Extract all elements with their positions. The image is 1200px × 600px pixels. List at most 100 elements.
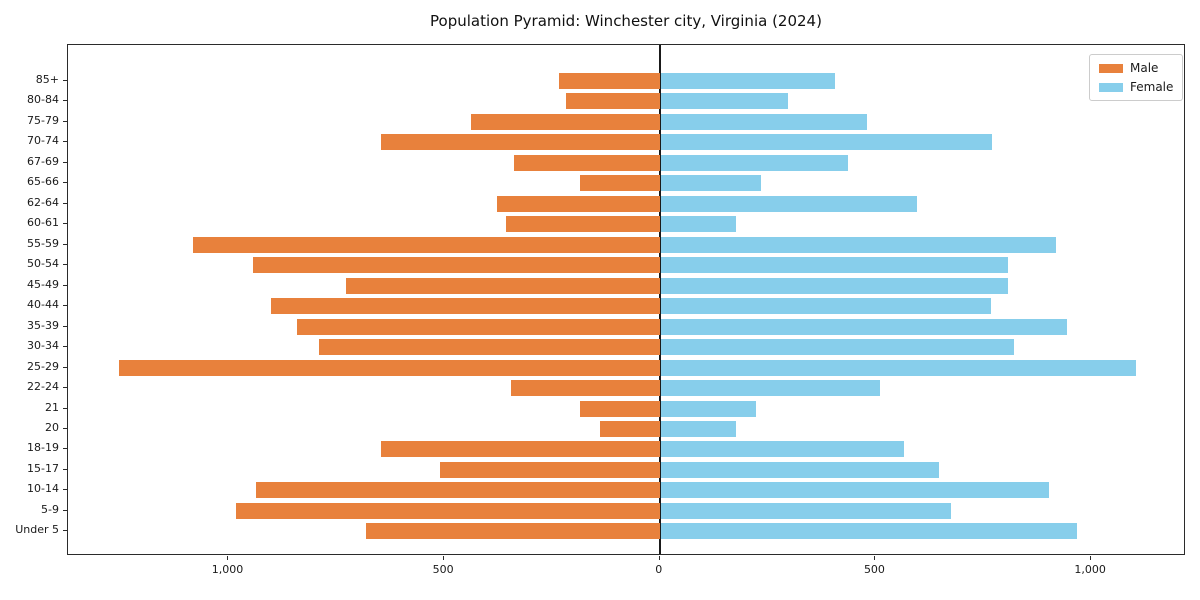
y-tick-mark-15-17 — [63, 468, 67, 470]
bar-female-20 — [660, 420, 737, 437]
bar-male-10-14 — [256, 482, 660, 499]
bar-female-40-44 — [660, 298, 992, 315]
x-tick-mark-1,000 — [227, 556, 229, 560]
bar-female-50-54 — [660, 257, 1008, 274]
bar-male-22-24 — [510, 380, 660, 397]
bar-male-67-69 — [513, 154, 660, 171]
bar-male-18-19 — [380, 441, 660, 458]
bar-male-65-66 — [579, 175, 660, 192]
bar-male-15-17 — [439, 461, 660, 478]
bar-male-5-9 — [236, 502, 660, 519]
y-tick-mark-40-44 — [63, 305, 67, 307]
y-tick-mark-5-9 — [63, 509, 67, 511]
bar-male-60-61 — [505, 216, 660, 233]
bar-female-10-14 — [660, 482, 1049, 499]
y-tick-mark-20 — [63, 427, 67, 429]
y-tick-label-65-66: 65-66 — [27, 175, 59, 189]
legend-label-male: Male — [1130, 61, 1159, 75]
y-tick-label-40-44: 40-44 — [27, 298, 59, 312]
y-tick-mark-60-61 — [63, 223, 67, 225]
y-tick-label-15-17: 15-17 — [27, 461, 59, 475]
bar-male-85+ — [558, 73, 660, 89]
y-tick-mark-Under 5 — [63, 530, 67, 532]
bar-male-40-44 — [271, 298, 660, 315]
plot-area — [67, 44, 1185, 555]
legend-label-female: Female — [1130, 80, 1174, 94]
bar-female-55-59 — [660, 236, 1057, 253]
y-tick-mark-55-59 — [63, 243, 67, 245]
y-tick-label-45-49: 45-49 — [27, 277, 59, 291]
bar-female-62-64 — [660, 195, 917, 212]
x-tick-label-500: 500 — [863, 563, 885, 576]
bar-female-25-29 — [660, 359, 1137, 376]
x-tick-mark-0 — [658, 556, 660, 560]
x-tick-label-500: 500 — [432, 563, 454, 576]
y-tick-mark-10-14 — [63, 489, 67, 491]
bar-female-5-9 — [660, 502, 952, 519]
bar-male-62-64 — [496, 195, 660, 212]
bar-female-18-19 — [660, 441, 905, 458]
y-tick-mark-22-24 — [63, 387, 67, 389]
bar-male-80-84 — [565, 93, 660, 110]
y-tick-label-62-64: 62-64 — [27, 195, 59, 209]
bar-male-70-74 — [380, 134, 660, 151]
bar-female-60-61 — [660, 216, 736, 233]
bar-female-65-66 — [660, 175, 762, 192]
bar-male-20 — [600, 420, 660, 437]
bar-female-80-84 — [660, 93, 788, 110]
bar-female-30-34 — [660, 339, 1014, 356]
x-tick-mark-500 — [874, 556, 876, 560]
x-tick-mark-500 — [443, 556, 445, 560]
bar-male-50-54 — [252, 257, 660, 274]
y-tick-mark-30-34 — [63, 346, 67, 348]
y-tick-label-20: 20 — [45, 420, 59, 434]
y-tick-mark-65-66 — [63, 182, 67, 184]
y-tick-mark-85+ — [63, 80, 67, 81]
bar-female-35-39 — [660, 318, 1068, 335]
y-tick-mark-35-39 — [63, 325, 67, 327]
x-tick-label-0: 0 — [655, 563, 663, 576]
y-tick-label-25-29: 25-29 — [27, 359, 59, 373]
bar-female-85+ — [660, 73, 836, 89]
x-tick-label-1,000: 1,000 — [211, 563, 244, 576]
y-tick-mark-21 — [63, 407, 67, 409]
bar-male-45-49 — [346, 277, 660, 294]
y-tick-mark-50-54 — [63, 264, 67, 266]
y-tick-mark-45-49 — [63, 284, 67, 286]
y-tick-mark-18-19 — [63, 448, 67, 450]
bar-female-75-79 — [660, 113, 867, 130]
y-tick-mark-25-29 — [63, 366, 67, 368]
y-tick-mark-67-69 — [63, 161, 67, 163]
y-tick-label-55-59: 55-59 — [27, 236, 59, 250]
y-tick-label-18-19: 18-19 — [27, 441, 59, 455]
y-tick-label-30-34: 30-34 — [27, 339, 59, 353]
legend-item-female: Female — [1099, 81, 1173, 93]
bar-female-15-17 — [660, 461, 940, 478]
y-tick-mark-75-79 — [63, 120, 67, 122]
y-tick-mark-62-64 — [63, 202, 67, 204]
bar-male-30-34 — [318, 339, 660, 356]
bar-male-55-59 — [193, 236, 660, 253]
bar-female-22-24 — [660, 380, 881, 397]
y-tick-label-5-9: 5-9 — [41, 502, 59, 516]
zero-axis-line — [658, 45, 661, 554]
y-tick-label-50-54: 50-54 — [27, 257, 59, 271]
bar-female-45-49 — [660, 277, 1008, 294]
y-tick-label-70-74: 70-74 — [27, 134, 59, 148]
bar-male-21 — [579, 400, 660, 417]
bar-female-Under 5 — [660, 523, 1078, 540]
y-tick-label-60-61: 60-61 — [27, 216, 59, 230]
chart-title: Population Pyramid: Winchester city, Vir… — [430, 12, 822, 30]
y-tick-mark-70-74 — [63, 141, 67, 143]
legend-item-male: Male — [1099, 62, 1173, 74]
y-tick-mark-80-84 — [63, 100, 67, 102]
y-tick-label-22-24: 22-24 — [27, 380, 59, 394]
male-color-swatch — [1099, 63, 1123, 73]
bar-female-21 — [660, 400, 757, 417]
female-color-swatch — [1099, 82, 1123, 92]
bar-female-67-69 — [660, 154, 848, 171]
y-tick-label-21: 21 — [45, 400, 59, 414]
bar-male-25-29 — [118, 359, 660, 376]
y-tick-label-75-79: 75-79 — [27, 113, 59, 127]
